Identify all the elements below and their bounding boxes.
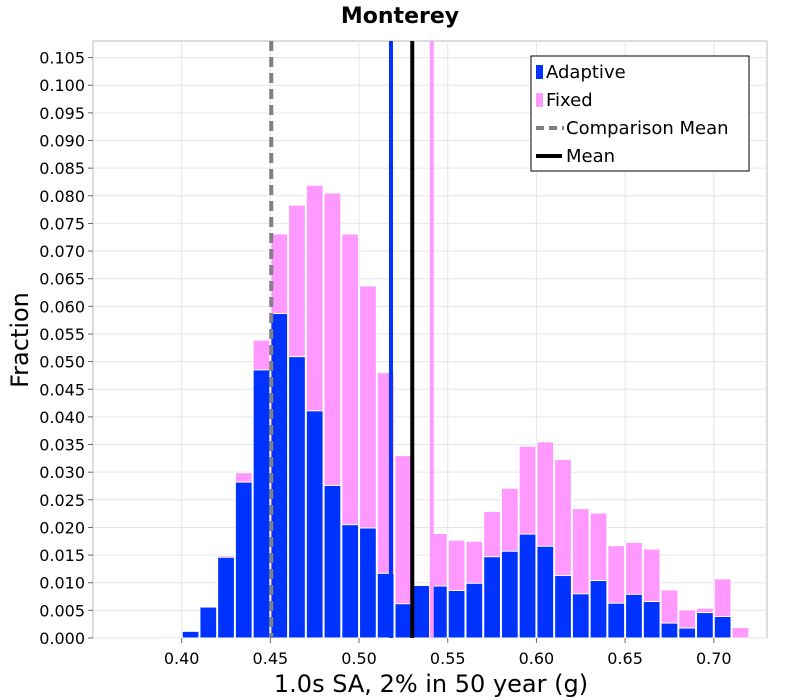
y-axis-title: Fraction: [6, 292, 34, 388]
bar-adaptive: [660, 622, 679, 639]
bar-adaptive: [500, 550, 519, 639]
bar-adaptive: [252, 369, 271, 639]
y-tick-label: 0.060: [39, 297, 85, 316]
bar-adaptive: [288, 356, 306, 639]
bar-adaptive: [713, 615, 732, 639]
legend-swatch-adaptive: [536, 65, 543, 79]
x-tick-label: 0.50: [341, 649, 377, 668]
y-tick-label: 0.035: [39, 436, 85, 455]
bar-adaptive: [217, 556, 235, 639]
bar-adaptive: [642, 601, 661, 639]
bar-adaptive: [323, 484, 342, 639]
bar-adaptive: [589, 580, 608, 639]
bar-adaptive: [359, 527, 377, 639]
bar-adaptive: [678, 627, 697, 639]
bar-adaptive: [465, 582, 484, 639]
legend-label-fixed: Fixed: [546, 90, 593, 111]
legend: Adaptive Fixed Comparison Mean Mean: [530, 55, 750, 172]
legend-label-adaptive: Adaptive: [546, 62, 626, 83]
y-tick-label: 0.005: [39, 601, 85, 620]
legend-swatch-fixed: [536, 93, 543, 107]
y-tick-label: 0.100: [39, 76, 85, 95]
bar-adaptive: [625, 593, 643, 639]
bar-adaptive: [163, 636, 182, 639]
y-tick-label: 0.070: [39, 242, 85, 261]
y-tick-label: 0.010: [39, 574, 85, 593]
y-tick-label: 0.090: [39, 132, 85, 151]
x-tick-label: 0.60: [519, 649, 555, 668]
bar-adaptive: [341, 524, 360, 639]
y-tick-label: 0.030: [39, 463, 85, 482]
chart-title: Monterey: [341, 4, 459, 29]
y-tick-label: 0.065: [39, 270, 85, 289]
bar-adaptive: [607, 602, 626, 639]
bar-adaptive: [696, 612, 714, 639]
bar-adaptive: [394, 603, 413, 639]
legend-box: [530, 55, 750, 172]
y-tick-label: 0.080: [39, 187, 85, 206]
y-tick-label: 0.025: [39, 491, 85, 510]
y-tick-label: 0.075: [39, 214, 85, 233]
bar-adaptive: [270, 313, 289, 639]
y-tick-label: 0.085: [39, 159, 85, 178]
x-tick-label: 0.55: [430, 649, 466, 668]
y-tick-label: 0.055: [39, 325, 85, 344]
mean-lines: [269, 41, 434, 638]
legend-label-comparison-mean: Comparison Mean: [566, 118, 729, 139]
y-tick-label: 0.040: [39, 408, 85, 427]
bar-adaptive: [483, 556, 501, 639]
bar-adaptive: [536, 545, 555, 639]
y-tick-label: 0.045: [39, 380, 85, 399]
y-tick-label: 0.015: [39, 546, 85, 565]
y-tick-label: 0.105: [39, 49, 85, 68]
y-tick-label: 0.020: [39, 518, 85, 537]
x-axis: 0.40 0.45 0.50 0.55 0.60 0.65 0.70: [164, 638, 732, 668]
bar-adaptive: [199, 606, 218, 639]
y-tick-label: 0.050: [39, 353, 85, 372]
bar-adaptive: [518, 533, 537, 639]
bar-adaptive: [447, 589, 466, 639]
bar-adaptive: [305, 410, 324, 639]
x-tick-label: 0.40: [164, 649, 200, 668]
bar-adaptive: [234, 481, 253, 639]
legend-label-mean: Mean: [566, 146, 615, 167]
bar-fixed: [731, 626, 750, 639]
bar-adaptive: [554, 575, 572, 639]
bar-adaptive: [571, 593, 590, 639]
y-tick-label: 0.095: [39, 104, 85, 123]
bar-adaptive: [181, 630, 200, 639]
y-tick-label: 0.000: [39, 629, 85, 648]
y-axis: 0.000 0.005 0.010 0.015 0.020 0.025 0.030 0.035…: [39, 49, 93, 648]
x-tick-label: 0.45: [253, 649, 289, 668]
bar-adaptive: [412, 584, 430, 639]
x-axis-title: 1.0s SA, 2% in 50 year (g): [274, 670, 588, 698]
x-tick-label: 0.70: [696, 649, 732, 668]
x-tick-label: 0.65: [607, 649, 643, 668]
